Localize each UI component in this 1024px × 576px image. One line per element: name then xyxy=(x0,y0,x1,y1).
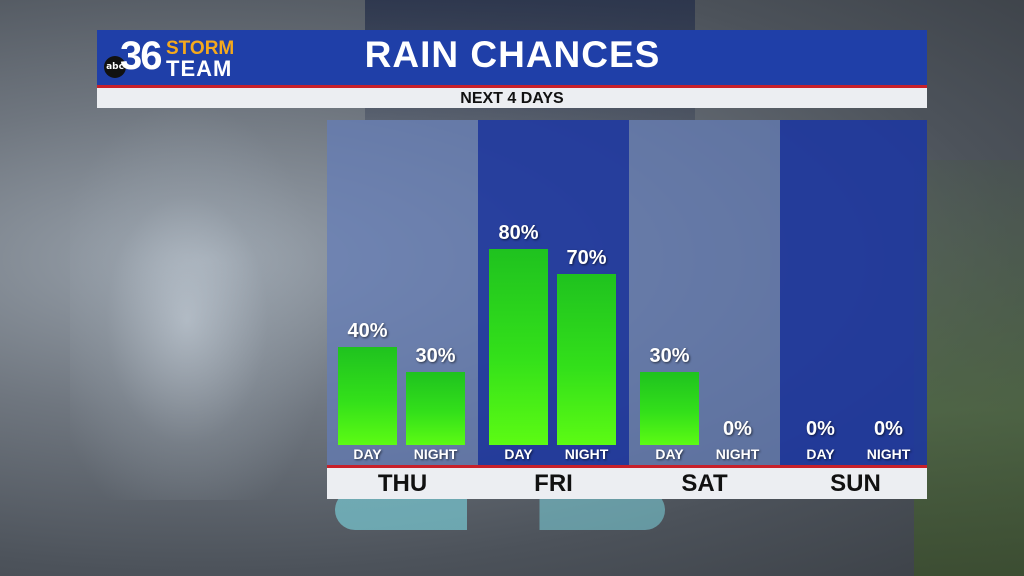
period-label-thu-day: DAY xyxy=(353,446,382,462)
page-subtitle: NEXT 4 DAYS xyxy=(460,90,564,107)
day-label-sat: SAT xyxy=(681,470,728,497)
station-logo: abc 36 STORM TEAM xyxy=(104,34,254,81)
background-water-splash xyxy=(70,100,330,500)
value-label-fri-night: 70% xyxy=(566,246,607,269)
background-grass xyxy=(914,160,1024,576)
value-label-sun-night: 0% xyxy=(874,418,903,440)
column-sun xyxy=(780,120,927,465)
bar-thu-day xyxy=(338,347,397,445)
period-label-sat-day: DAY xyxy=(655,446,684,462)
day-label-bar xyxy=(327,468,927,499)
period-label-sun-day: DAY xyxy=(806,446,835,462)
period-label-sun-night: NIGHT xyxy=(866,446,911,462)
bar-thu-night xyxy=(406,371,465,445)
page-title: RAIN CHANCES xyxy=(364,34,661,75)
chart-baseline xyxy=(327,465,927,468)
value-label-sat-day: 30% xyxy=(649,344,690,367)
value-label-sun-day: 0% xyxy=(806,418,835,440)
day-label-sun: SUN xyxy=(830,470,881,497)
subtitle-bar: NEXT 4 DAYS xyxy=(97,88,927,108)
abc-logo-icon: abc xyxy=(104,56,126,78)
value-label-fri-day: 80% xyxy=(498,222,539,244)
bar-sat-day xyxy=(640,371,699,445)
period-label-thu-night: NIGHT xyxy=(413,446,458,462)
period-label-sat-night: NIGHT xyxy=(715,446,760,462)
day-label-thu: THU xyxy=(377,470,428,497)
logo-storm-text: STORM xyxy=(166,38,235,59)
logo-channel-number: 36 xyxy=(120,34,162,78)
value-label-sat-night: 0% xyxy=(723,418,752,440)
header-bar xyxy=(97,30,927,85)
logo-team-text: TEAM xyxy=(166,56,233,81)
period-label-fri-day: DAY xyxy=(504,446,533,462)
bar-fri-day xyxy=(489,249,548,445)
period-label-fri-night: NIGHT xyxy=(564,446,609,462)
bar-fri-night xyxy=(557,273,616,445)
header-accent-line xyxy=(97,85,927,88)
value-label-thu-night: 30% xyxy=(415,344,456,367)
value-label-thu-day: 40% xyxy=(347,320,388,342)
day-label-fri: FRI xyxy=(534,470,573,497)
